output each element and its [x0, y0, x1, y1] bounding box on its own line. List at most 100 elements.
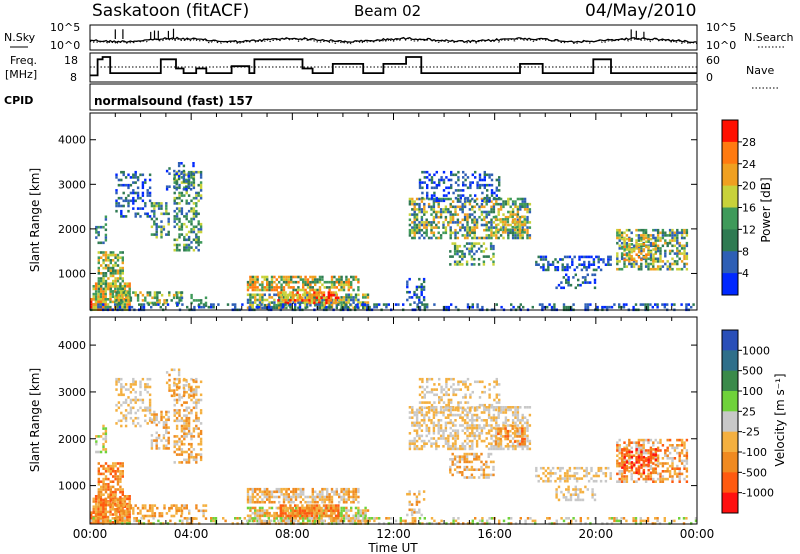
- heatmap-cell: [155, 423, 158, 427]
- heatmap-cell: [574, 286, 577, 290]
- heatmap-cell: [514, 213, 517, 216]
- heatmap-cell: [471, 419, 474, 422]
- heatmap-cell: [178, 448, 181, 451]
- heatmap-cell: [197, 212, 200, 216]
- heatmap-cell: [437, 215, 440, 219]
- heatmap-cell: [251, 278, 254, 281]
- heatmap-cell: [420, 285, 423, 289]
- heatmap-cell: [180, 448, 184, 451]
- heatmap-cell: [273, 490, 276, 494]
- heatmap-cell: [114, 269, 117, 272]
- heatmap-cell: [292, 301, 295, 304]
- heatmap-cell: [644, 236, 648, 240]
- heatmap-cell: [120, 301, 123, 305]
- heatmap-cell: [118, 305, 122, 309]
- heatmap-cell: [463, 255, 466, 258]
- heatmap-cell: [474, 406, 477, 410]
- heatmap-cell: [122, 393, 125, 397]
- heatmap-cell: [488, 383, 491, 386]
- heatmap-cell: [603, 305, 606, 309]
- heatmap-cell: [683, 265, 686, 268]
- heatmap-cell: [499, 408, 503, 412]
- heatmap-cell: [528, 236, 532, 240]
- heatmap-cell: [187, 424, 191, 428]
- heatmap-cell: [114, 272, 117, 275]
- heatmap-cell: [318, 509, 321, 513]
- heatmap-cell: [354, 506, 358, 510]
- heatmap-cell: [362, 511, 365, 515]
- heatmap-cell: [340, 511, 343, 515]
- heatmap-cell: [364, 301, 367, 304]
- heatmap-cell: [440, 176, 443, 179]
- heatmap-cell: [483, 186, 486, 190]
- heatmap-cell: [408, 406, 412, 409]
- heatmap-cell: [195, 390, 198, 394]
- heatmap-cell: [490, 226, 493, 229]
- heatmap-cell: [127, 204, 130, 208]
- heatmap-cell: [420, 413, 424, 417]
- heatmap-cell: [502, 228, 505, 232]
- heatmap-cell: [178, 393, 181, 397]
- heatmap-cell: [466, 385, 470, 389]
- heatmap-cell: [539, 266, 543, 269]
- heatmap-cell: [526, 437, 529, 440]
- heatmap-cell: [313, 301, 316, 305]
- heatmap-cell: [308, 301, 311, 305]
- heatmap-cell: [109, 488, 112, 491]
- heatmap-cell: [192, 401, 196, 404]
- heatmap-cell: [473, 228, 476, 232]
- heatmap-cell: [106, 515, 110, 519]
- heatmap-cell: [511, 437, 515, 440]
- heatmap-cell: [249, 296, 252, 299]
- heatmap-cell: [155, 204, 158, 208]
- heatmap-cell: [344, 303, 347, 306]
- heatmap-cell: [630, 265, 633, 268]
- heatmap-cell: [104, 508, 107, 511]
- heatmap-cell: [649, 244, 653, 248]
- heatmap-cell: [318, 288, 322, 292]
- station-title: Saskatoon (fitACF): [92, 1, 249, 21]
- heatmap-cell: [155, 225, 158, 229]
- heatmap-cell: [151, 506, 154, 510]
- heatmap-cell: [595, 268, 598, 272]
- heatmap-cell: [587, 263, 591, 266]
- heatmap-cell: [635, 253, 638, 256]
- heatmap-cell: [461, 455, 464, 458]
- heatmap-cell: [449, 228, 452, 232]
- heatmap-cell: [94, 505, 98, 508]
- heatmap-cell: [139, 215, 142, 218]
- heatmap-cell: [499, 228, 502, 232]
- heatmap-cell: [323, 487, 326, 491]
- heatmap-cell: [162, 303, 165, 306]
- heatmap-cell: [251, 493, 254, 496]
- heatmap-cell: [328, 280, 331, 284]
- heatmap-cell: [116, 272, 120, 275]
- heatmap-cell: [451, 429, 455, 432]
- heatmap-cell: [469, 406, 472, 410]
- heatmap-cell: [471, 416, 474, 419]
- heatmap-cell: [354, 498, 358, 501]
- heatmap-cell: [444, 210, 448, 214]
- heatmap-cell: [523, 231, 526, 234]
- heatmap-cell: [488, 393, 491, 397]
- heatmap-cell: [192, 394, 195, 398]
- heatmap-cell: [301, 509, 304, 513]
- heatmap-cell: [550, 305, 554, 309]
- heatmap-cell: [155, 418, 158, 422]
- colorbar-tick-label: 4: [742, 267, 749, 280]
- heatmap-cell: [136, 409, 140, 412]
- heatmap-cell: [192, 207, 196, 210]
- heatmap-cell: [622, 305, 626, 309]
- heatmap-cell: [668, 231, 672, 235]
- heatmap-cell: [487, 221, 491, 224]
- heatmap-cell: [553, 303, 556, 306]
- heatmap-cell: [148, 419, 152, 423]
- heatmap-cell: [114, 279, 117, 283]
- heatmap-cell: [185, 243, 188, 247]
- heatmap-cell: [192, 448, 196, 451]
- heatmap-cell: [165, 204, 168, 208]
- heatmap-cell: [690, 305, 693, 309]
- heatmap-cell: [454, 445, 457, 448]
- heatmap-cell: [499, 218, 502, 221]
- heatmap-cell: [197, 222, 200, 226]
